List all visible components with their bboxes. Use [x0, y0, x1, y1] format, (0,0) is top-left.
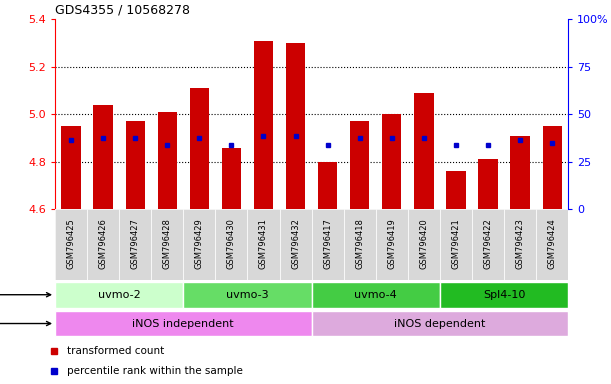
Text: transformed count: transformed count: [67, 346, 164, 356]
Bar: [126, 121, 145, 209]
Text: GSM796422: GSM796422: [483, 218, 492, 269]
Bar: [440, 282, 568, 308]
Bar: [55, 209, 87, 280]
Bar: [446, 171, 466, 209]
Text: GSM796420: GSM796420: [419, 218, 428, 269]
Text: cell line: cell line: [0, 290, 51, 300]
Text: GSM796432: GSM796432: [291, 218, 300, 269]
Bar: [376, 209, 408, 280]
Bar: [286, 43, 305, 209]
Text: GSM796417: GSM796417: [323, 218, 332, 269]
Bar: [414, 93, 433, 209]
Text: uvmo-2: uvmo-2: [98, 290, 141, 300]
Text: percentile rank within the sample: percentile rank within the sample: [67, 366, 243, 376]
Bar: [183, 282, 312, 308]
Bar: [343, 209, 376, 280]
Bar: [190, 88, 209, 209]
Bar: [183, 209, 216, 280]
Bar: [61, 126, 81, 209]
Text: GSM796428: GSM796428: [163, 218, 172, 269]
Bar: [216, 209, 247, 280]
Bar: [478, 159, 497, 209]
Bar: [504, 209, 536, 280]
Bar: [247, 209, 280, 280]
Bar: [55, 282, 183, 308]
Text: iNOS independent: iNOS independent: [133, 318, 234, 329]
Text: GSM796430: GSM796430: [227, 218, 236, 269]
Bar: [119, 209, 152, 280]
Text: GSM796419: GSM796419: [387, 218, 397, 269]
Bar: [87, 209, 119, 280]
Bar: [280, 209, 312, 280]
Text: GDS4355 / 10568278: GDS4355 / 10568278: [55, 3, 190, 17]
Bar: [152, 209, 183, 280]
Bar: [472, 209, 504, 280]
Bar: [511, 136, 530, 209]
Bar: [312, 282, 440, 308]
Text: uvmo-4: uvmo-4: [354, 290, 397, 300]
Bar: [55, 311, 312, 336]
Bar: [408, 209, 440, 280]
Bar: [93, 105, 113, 209]
Text: uvmo-3: uvmo-3: [226, 290, 269, 300]
Text: GSM796425: GSM796425: [67, 218, 76, 269]
Text: GSM796427: GSM796427: [131, 218, 140, 269]
Bar: [382, 114, 401, 209]
Bar: [318, 162, 337, 209]
Bar: [543, 126, 562, 209]
Text: GSM796421: GSM796421: [452, 218, 461, 269]
Bar: [350, 121, 369, 209]
Text: Spl4-10: Spl4-10: [483, 290, 525, 300]
Text: iNOS dependent: iNOS dependent: [394, 318, 486, 329]
Text: GSM796431: GSM796431: [259, 218, 268, 269]
Text: GSM796424: GSM796424: [547, 218, 557, 269]
Bar: [440, 209, 472, 280]
Bar: [158, 112, 177, 209]
Text: GSM796418: GSM796418: [355, 218, 364, 269]
Text: GSM796423: GSM796423: [516, 218, 525, 269]
Bar: [312, 209, 343, 280]
Text: cell type: cell type: [0, 318, 51, 329]
Text: GSM796429: GSM796429: [195, 218, 204, 269]
Text: GSM796426: GSM796426: [98, 218, 108, 269]
Bar: [222, 147, 241, 209]
Bar: [536, 209, 568, 280]
Bar: [254, 41, 273, 209]
Bar: [312, 311, 568, 336]
